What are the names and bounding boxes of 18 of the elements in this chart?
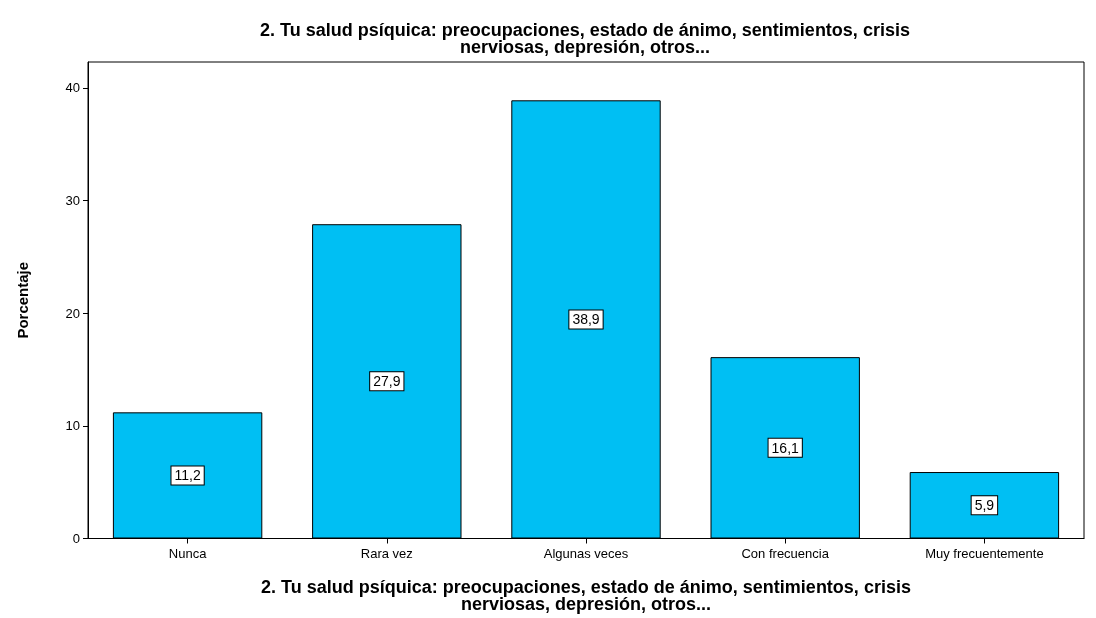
y-tick-label: 30 bbox=[65, 193, 80, 209]
x-tick-label: Algunas veces bbox=[543, 545, 629, 561]
data-label: 27,9 bbox=[373, 373, 401, 390]
x-tick-label: Con frecuencia bbox=[741, 545, 830, 561]
chart-title: 2. Tu salud psíquica: preocupaciones, estado de ánimo, sentimientos, crisis nerviosas, depresión, otros... bbox=[260, 19, 910, 57]
data-label: 16,1 bbox=[771, 439, 800, 456]
y-tick-label: 0 bbox=[72, 531, 80, 546]
data-label: 5,9 bbox=[974, 497, 995, 514]
data-label: 38,9 bbox=[572, 311, 600, 328]
x-axis-title: 2. Tu salud psíquica: preocupaciones, estado de ánimo, sentimientos, crisis nerviosas, depresión, otros... bbox=[261, 577, 911, 614]
y-tick-label: 10 bbox=[65, 418, 80, 434]
y-tick-label: 20 bbox=[65, 305, 80, 321]
y-axis-title: Porcentaje bbox=[14, 261, 31, 339]
data-label: 11,2 bbox=[174, 467, 201, 484]
x-tick-label: Muy frecuentemente bbox=[925, 545, 1044, 561]
x-tick-label: Nunca bbox=[168, 545, 208, 561]
x-tick-label: Rara vez bbox=[360, 545, 413, 561]
y-tick-label: 40 bbox=[65, 80, 80, 96]
